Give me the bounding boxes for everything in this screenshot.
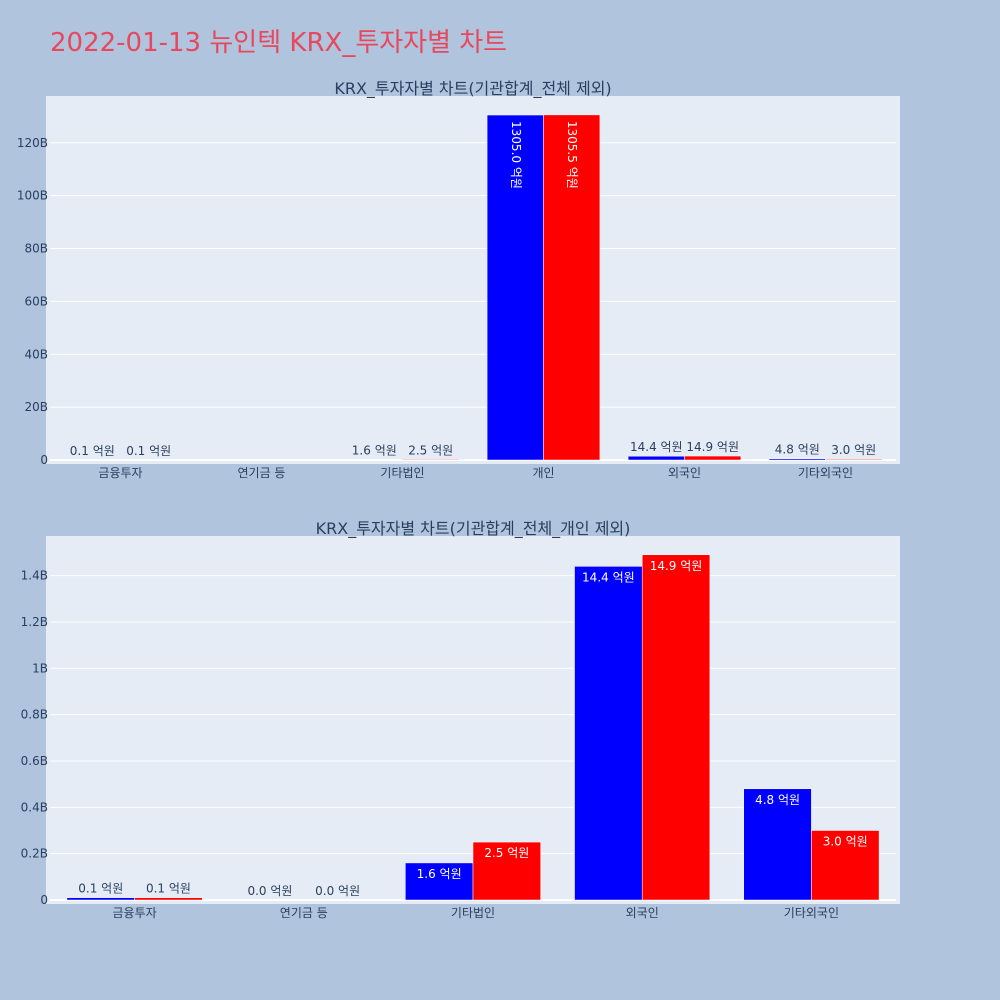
y-tick-label: 120B bbox=[17, 136, 48, 150]
data-label: 1.6 억원 bbox=[352, 444, 397, 458]
data-label: 14.4 억원 bbox=[582, 570, 635, 584]
y-tick-label: 0 bbox=[40, 453, 48, 467]
bar-series2 bbox=[472, 841, 541, 901]
y-tick-labels: 0 0.2B 0.4B 0.6B 0.8B 1B 1.2B 1.4B bbox=[21, 569, 48, 907]
bars bbox=[63, 114, 883, 461]
data-label: 3.0 억원 bbox=[831, 443, 876, 457]
data-label: 2.5 억원 bbox=[484, 846, 529, 860]
bar-series2 bbox=[134, 897, 203, 901]
y-tick-labels: 0 20B 40B 60B 80B 100B 120B bbox=[17, 136, 48, 467]
data-label: 0.1 억원 bbox=[126, 444, 171, 458]
y-tick-label: 100B bbox=[17, 189, 48, 203]
data-label: 1.6 억원 bbox=[417, 867, 462, 881]
data-label: 2.5 억원 bbox=[408, 443, 453, 457]
y-tick-label: 80B bbox=[24, 242, 48, 256]
x-tick-label: 개인 bbox=[532, 466, 554, 480]
data-label: 0.1 억원 bbox=[146, 882, 191, 896]
x-tick-labels: 금융투자 연기금 등 기타법인 외국인 기타외국인 bbox=[113, 906, 839, 920]
y-tick-label: 0.2B bbox=[21, 847, 48, 861]
data-labels: 0.1 억원 0.1 억원 0.0 억원 0.0 억원 1.6 억원 2.5 억원 14.4… bbox=[78, 559, 867, 898]
bar-series1 bbox=[486, 114, 544, 461]
bar-series1 bbox=[405, 862, 474, 901]
y-tick-label: 0.6B bbox=[21, 754, 48, 768]
y-tick-label: 0.4B bbox=[21, 800, 48, 814]
bar-series1 bbox=[743, 788, 812, 901]
x-tick-label: 기타법인 bbox=[380, 466, 424, 480]
y-tick-label: 0.8B bbox=[21, 708, 48, 722]
y-tick-label: 1.4B bbox=[21, 569, 48, 583]
bar-series2 bbox=[402, 459, 460, 461]
y-tick-label: 40B bbox=[24, 347, 48, 361]
data-label: 4.8 억원 bbox=[775, 443, 820, 457]
x-tick-label: 외국인 bbox=[668, 466, 701, 480]
data-label: 1305.0 억원 bbox=[509, 121, 523, 189]
data-label: 0.0 억원 bbox=[247, 884, 292, 898]
y-tick-label: 60B bbox=[24, 294, 48, 308]
data-label: 1305.5 억원 bbox=[565, 121, 579, 189]
chart-title: KRX_투자자별 차트(기관합계_전체_개인 제외) bbox=[316, 519, 631, 539]
bar-series2 bbox=[811, 830, 880, 901]
bar-series2 bbox=[543, 114, 601, 461]
bar-series1 bbox=[574, 566, 643, 901]
bar-series2 bbox=[825, 458, 883, 461]
x-tick-label: 금융투자 bbox=[98, 466, 142, 480]
x-tick-label: 금융투자 bbox=[113, 906, 157, 920]
x-tick-label: 기타외국인 bbox=[798, 466, 853, 480]
data-labels: 0.1 억원 0.1 억원 1.6 억원 2.5 억원 1305.0 억원 1305.5 … bbox=[70, 121, 876, 458]
x-tick-label: 연기금 등 bbox=[238, 466, 286, 480]
y-tick-label: 0 bbox=[40, 893, 48, 907]
data-label: 3.0 억원 bbox=[823, 834, 868, 848]
y-tick-label: 20B bbox=[24, 400, 48, 414]
bar-series1 bbox=[66, 897, 135, 901]
y-tick-label: 1B bbox=[32, 661, 48, 675]
data-label: 0.0 억원 bbox=[315, 884, 360, 898]
bar-series2 bbox=[684, 455, 742, 461]
y-tick-label: 1.2B bbox=[21, 615, 48, 629]
data-label: 14.4 억원 bbox=[630, 440, 683, 454]
x-tick-label: 외국인 bbox=[626, 906, 659, 920]
data-label: 0.1 억원 bbox=[78, 882, 123, 896]
page-title: 2022-01-13 뉴인텍 KRX_투자자별 차트 bbox=[50, 28, 508, 58]
x-tick-label: 연기금 등 bbox=[280, 906, 328, 920]
data-label: 4.8 억원 bbox=[755, 793, 800, 807]
chart-title: KRX_투자자별 차트(기관합계_전체 제외) bbox=[334, 79, 611, 99]
x-tick-label: 기타법인 bbox=[451, 906, 495, 920]
bar-series2 bbox=[641, 554, 711, 901]
data-label: 0.1 억원 bbox=[70, 444, 115, 458]
data-label: 14.9 억원 bbox=[650, 559, 703, 573]
chart-top: 0 20B 40B 60B 80B 100B 120B 금융투자 연기금 등 기타법인 개인 외국인… bbox=[17, 79, 900, 480]
x-tick-label: 기타외국인 bbox=[784, 906, 839, 920]
grid-lines bbox=[50, 142, 896, 461]
bars bbox=[66, 554, 880, 901]
data-label: 14.9 억원 bbox=[686, 440, 739, 454]
x-tick-labels: 금융투자 연기금 등 기타법인 개인 외국인 기타외국인 bbox=[98, 466, 853, 480]
plot-area bbox=[46, 96, 900, 464]
